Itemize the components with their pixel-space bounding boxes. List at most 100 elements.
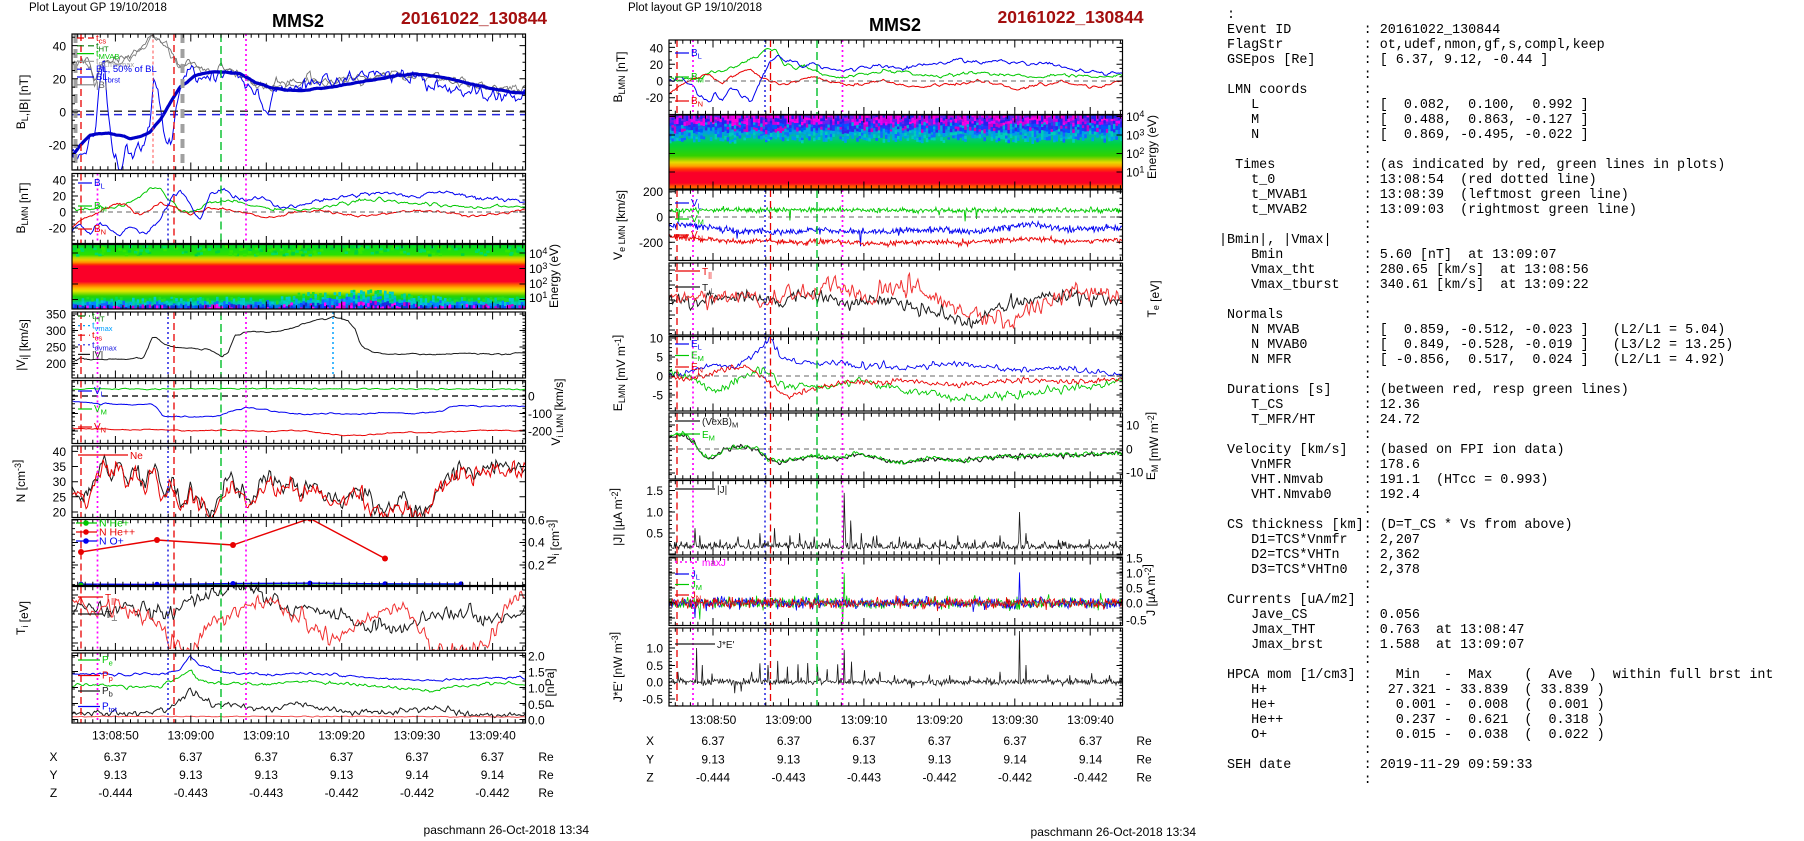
svg-text:-0.5: -0.5 [1126, 614, 1147, 628]
svg-text:5: 5 [656, 351, 663, 365]
svg-text:6.37: 6.37 [701, 734, 725, 748]
svg-text:13:09:10: 13:09:10 [841, 713, 888, 727]
svg-text:13:09:40: 13:09:40 [469, 729, 516, 743]
svg-text:9.13: 9.13 [255, 768, 279, 782]
svg-text:13:09:10: 13:09:10 [243, 729, 290, 743]
svg-text:-0.442: -0.442 [400, 786, 434, 800]
svg-text:9.13: 9.13 [104, 768, 128, 782]
svg-text:6.37: 6.37 [481, 750, 505, 764]
svg-text:BL,|B| [nT]: BL,|B| [nT] [14, 75, 31, 130]
svg-text:13:09:40: 13:09:40 [1067, 713, 1114, 727]
svg-text:20161022_130844: 20161022_130844 [998, 7, 1144, 27]
svg-text:EM: EM [691, 351, 704, 364]
svg-text:EL: EL [691, 339, 702, 352]
svg-text:tdvmax: tdvmax [92, 340, 117, 353]
svg-text:-0.442: -0.442 [325, 786, 359, 800]
svg-text:-20: -20 [49, 139, 67, 153]
svg-text:-0.444: -0.444 [696, 771, 730, 785]
svg-text:Z: Z [646, 771, 653, 785]
svg-text:-0.442: -0.442 [1073, 771, 1107, 785]
svg-text:13:09:00: 13:09:00 [765, 713, 812, 727]
svg-text:-0.442: -0.442 [922, 771, 956, 785]
svg-text:20161022_130844: 20161022_130844 [401, 8, 547, 28]
svg-text:BL: BL [691, 48, 702, 61]
svg-text:1.0: 1.0 [646, 642, 663, 656]
svg-text:13:09:00: 13:09:00 [167, 729, 214, 743]
svg-text:0.5: 0.5 [1126, 582, 1143, 596]
svg-text:Energy (eV): Energy (eV) [547, 244, 561, 308]
svg-text:1.5: 1.5 [1126, 552, 1143, 566]
svg-text:9.14: 9.14 [1003, 753, 1027, 767]
svg-text:X: X [49, 750, 57, 764]
svg-text:9.13: 9.13 [179, 768, 203, 782]
svg-text:9.13: 9.13 [852, 753, 876, 767]
svg-text:-0.443: -0.443 [249, 786, 283, 800]
svg-text:VM: VM [94, 404, 107, 417]
svg-text:0.5: 0.5 [528, 698, 545, 712]
svg-text:25: 25 [53, 490, 67, 504]
svg-text:350: 350 [46, 308, 66, 322]
svg-text:40: 40 [650, 42, 664, 56]
svg-text:MMS2: MMS2 [272, 11, 324, 31]
svg-text:13:09:30: 13:09:30 [992, 713, 1039, 727]
svg-text:10: 10 [650, 332, 664, 346]
svg-text:BLMN [nT]: BLMN [nT] [14, 182, 31, 233]
svg-text:tHT: tHT [96, 41, 109, 54]
svg-text:paschmann 26-Oct-2018 13:34: paschmann 26-Oct-2018 13:34 [424, 823, 590, 837]
svg-text:0: 0 [1126, 443, 1133, 457]
svg-text:250: 250 [46, 341, 66, 355]
svg-text:13:08:50: 13:08:50 [690, 713, 737, 727]
svg-text:103: 103 [1126, 128, 1144, 143]
svg-text:9.14: 9.14 [405, 768, 429, 782]
svg-text:10: 10 [1126, 419, 1140, 433]
svg-text:13:09:30: 13:09:30 [394, 729, 441, 743]
svg-text:BN: BN [94, 224, 106, 237]
svg-text:-0.443: -0.443 [174, 786, 208, 800]
svg-text:Te [eV]: Te [eV] [1145, 280, 1162, 317]
svg-text:9.13: 9.13 [330, 768, 354, 782]
svg-text:|J| [µA m-2]: |J| [µA m-2] [607, 488, 625, 546]
svg-text:1.0: 1.0 [528, 682, 545, 696]
svg-text:102: 102 [529, 276, 547, 291]
svg-text:JM: JM [691, 580, 702, 593]
svg-text:9.13: 9.13 [701, 753, 725, 767]
svg-text:20: 20 [53, 73, 67, 87]
svg-text:BM: BM [691, 72, 704, 85]
svg-text:40: 40 [53, 174, 67, 188]
svg-text:-0.442: -0.442 [475, 786, 509, 800]
svg-text:Pe: Pe [102, 655, 113, 668]
svg-text:6.37: 6.37 [928, 734, 952, 748]
svg-text:35: 35 [53, 460, 67, 474]
svg-text:T⊥: T⊥ [702, 283, 715, 296]
svg-text:0.4: 0.4 [528, 536, 545, 550]
svg-text:VM: VM [691, 214, 704, 227]
svg-text:13:08:50: 13:08:50 [92, 729, 139, 743]
svg-text:300: 300 [46, 324, 66, 338]
svg-text:40: 40 [53, 40, 67, 54]
svg-text:Plot Layout GP 19/10/2018: Plot Layout GP 19/10/2018 [29, 2, 167, 14]
svg-text:BL, 50% of BL: BL, 50% of BL [96, 64, 157, 75]
svg-text:N He++: N He++ [99, 527, 135, 539]
svg-text:1.0: 1.0 [1126, 567, 1143, 581]
svg-text:6.37: 6.37 [777, 734, 801, 748]
svg-text:ELMN [mV m-1]: ELMN [mV m-1] [610, 335, 628, 411]
svg-text:6.37: 6.37 [330, 750, 354, 764]
svg-text:104: 104 [529, 246, 547, 261]
svg-text:BN: BN [691, 96, 703, 109]
svg-text:6.37: 6.37 [1079, 734, 1103, 748]
svg-text:6.37: 6.37 [1003, 734, 1027, 748]
svg-text:-0.5: -0.5 [642, 693, 663, 707]
svg-text:6.37: 6.37 [104, 750, 128, 764]
svg-text:EM: EM [702, 430, 715, 443]
svg-text:P [nPa]: P [nPa] [543, 668, 557, 707]
svg-text:Y: Y [49, 768, 57, 782]
svg-text:paschmann 26-Oct-2018 13:34: paschmann 26-Oct-2018 13:34 [1031, 825, 1197, 839]
svg-text:9.14: 9.14 [481, 768, 505, 782]
svg-text:Ti [eV]: Ti [eV] [14, 601, 31, 635]
svg-text:-0.442: -0.442 [998, 771, 1032, 785]
svg-text:Re: Re [538, 750, 554, 764]
svg-text:30: 30 [53, 475, 67, 489]
svg-text:0.5: 0.5 [646, 659, 663, 673]
svg-text:Re: Re [1136, 734, 1152, 748]
svg-text:0: 0 [59, 206, 66, 220]
